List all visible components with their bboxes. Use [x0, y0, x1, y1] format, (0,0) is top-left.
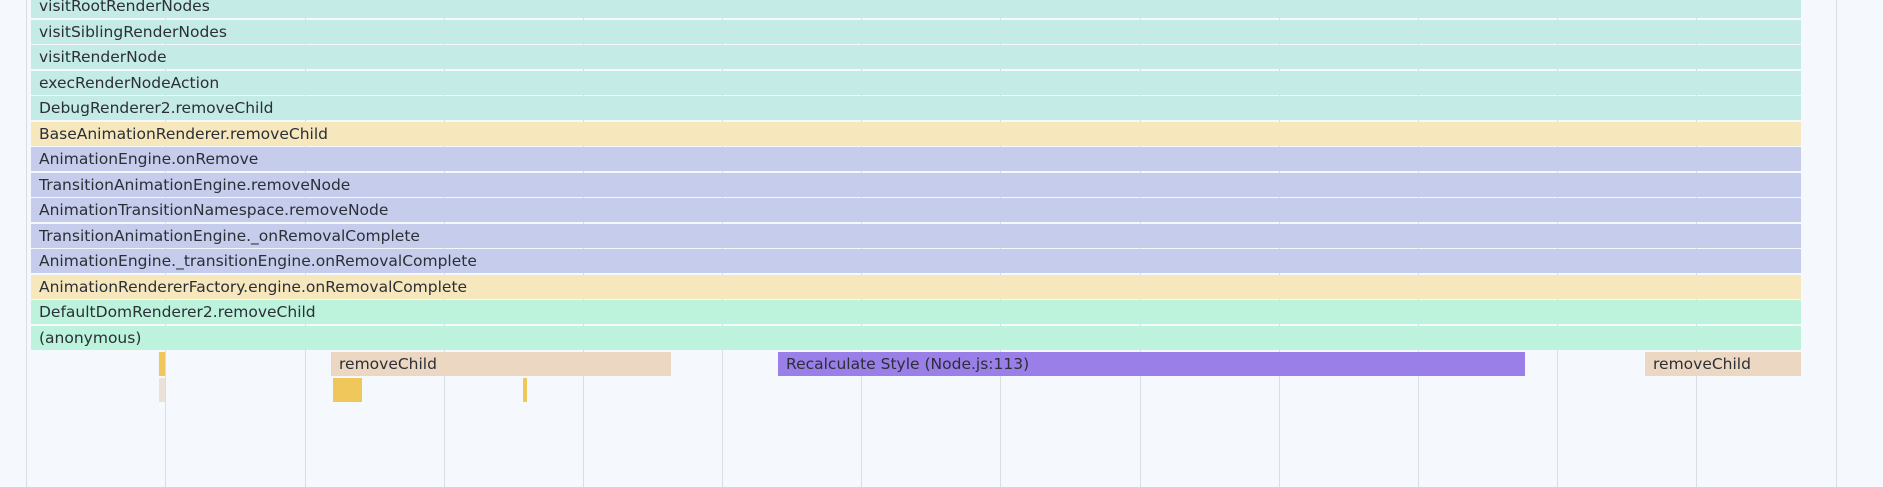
flame-frame-small[interactable]	[159, 352, 165, 376]
flame-frame[interactable]: (anonymous)	[31, 325, 1801, 350]
flame-frame[interactable]: DefaultDomRenderer2.removeChild	[31, 300, 1801, 324]
gridline	[1836, 0, 1837, 487]
flame-frame[interactable]: DebugRenderer2.removeChild	[31, 96, 1801, 120]
flame-frame[interactable]: removeChild	[1645, 352, 1801, 376]
flame-frame[interactable]: AnimationRendererFactory.engine.onRemova…	[31, 274, 1801, 299]
flame-frame[interactable]: visitSiblingRenderNodes	[31, 19, 1801, 44]
flame-frame-small[interactable]	[333, 377, 362, 402]
flame-frame[interactable]: AnimationTransitionNamespace.removeNode	[31, 198, 1801, 222]
flame-frame[interactable]: AnimationEngine._transitionEngine.onRemo…	[31, 249, 1801, 273]
flame-frame[interactable]: BaseAnimationRenderer.removeChild	[31, 121, 1801, 146]
flame-frame[interactable]: TransitionAnimationEngine.removeNode	[31, 172, 1801, 197]
flame-frame[interactable]: visitRenderNode	[31, 45, 1801, 69]
flame-frame[interactable]: execRenderNodeAction	[31, 70, 1801, 95]
flame-frame[interactable]: AnimationEngine.onRemove	[31, 147, 1801, 171]
flame-frame[interactable]: removeChild	[331, 352, 671, 376]
flame-frame[interactable]: visitRootRenderNodes	[31, 0, 1801, 18]
flame-frame-small[interactable]	[159, 377, 165, 402]
gridline	[26, 0, 27, 487]
flame-frame-small[interactable]	[523, 377, 527, 402]
flame-frame[interactable]: TransitionAnimationEngine._onRemovalComp…	[31, 223, 1801, 248]
flame-frame[interactable]: Recalculate Style (Node.js:113)	[778, 352, 1525, 376]
